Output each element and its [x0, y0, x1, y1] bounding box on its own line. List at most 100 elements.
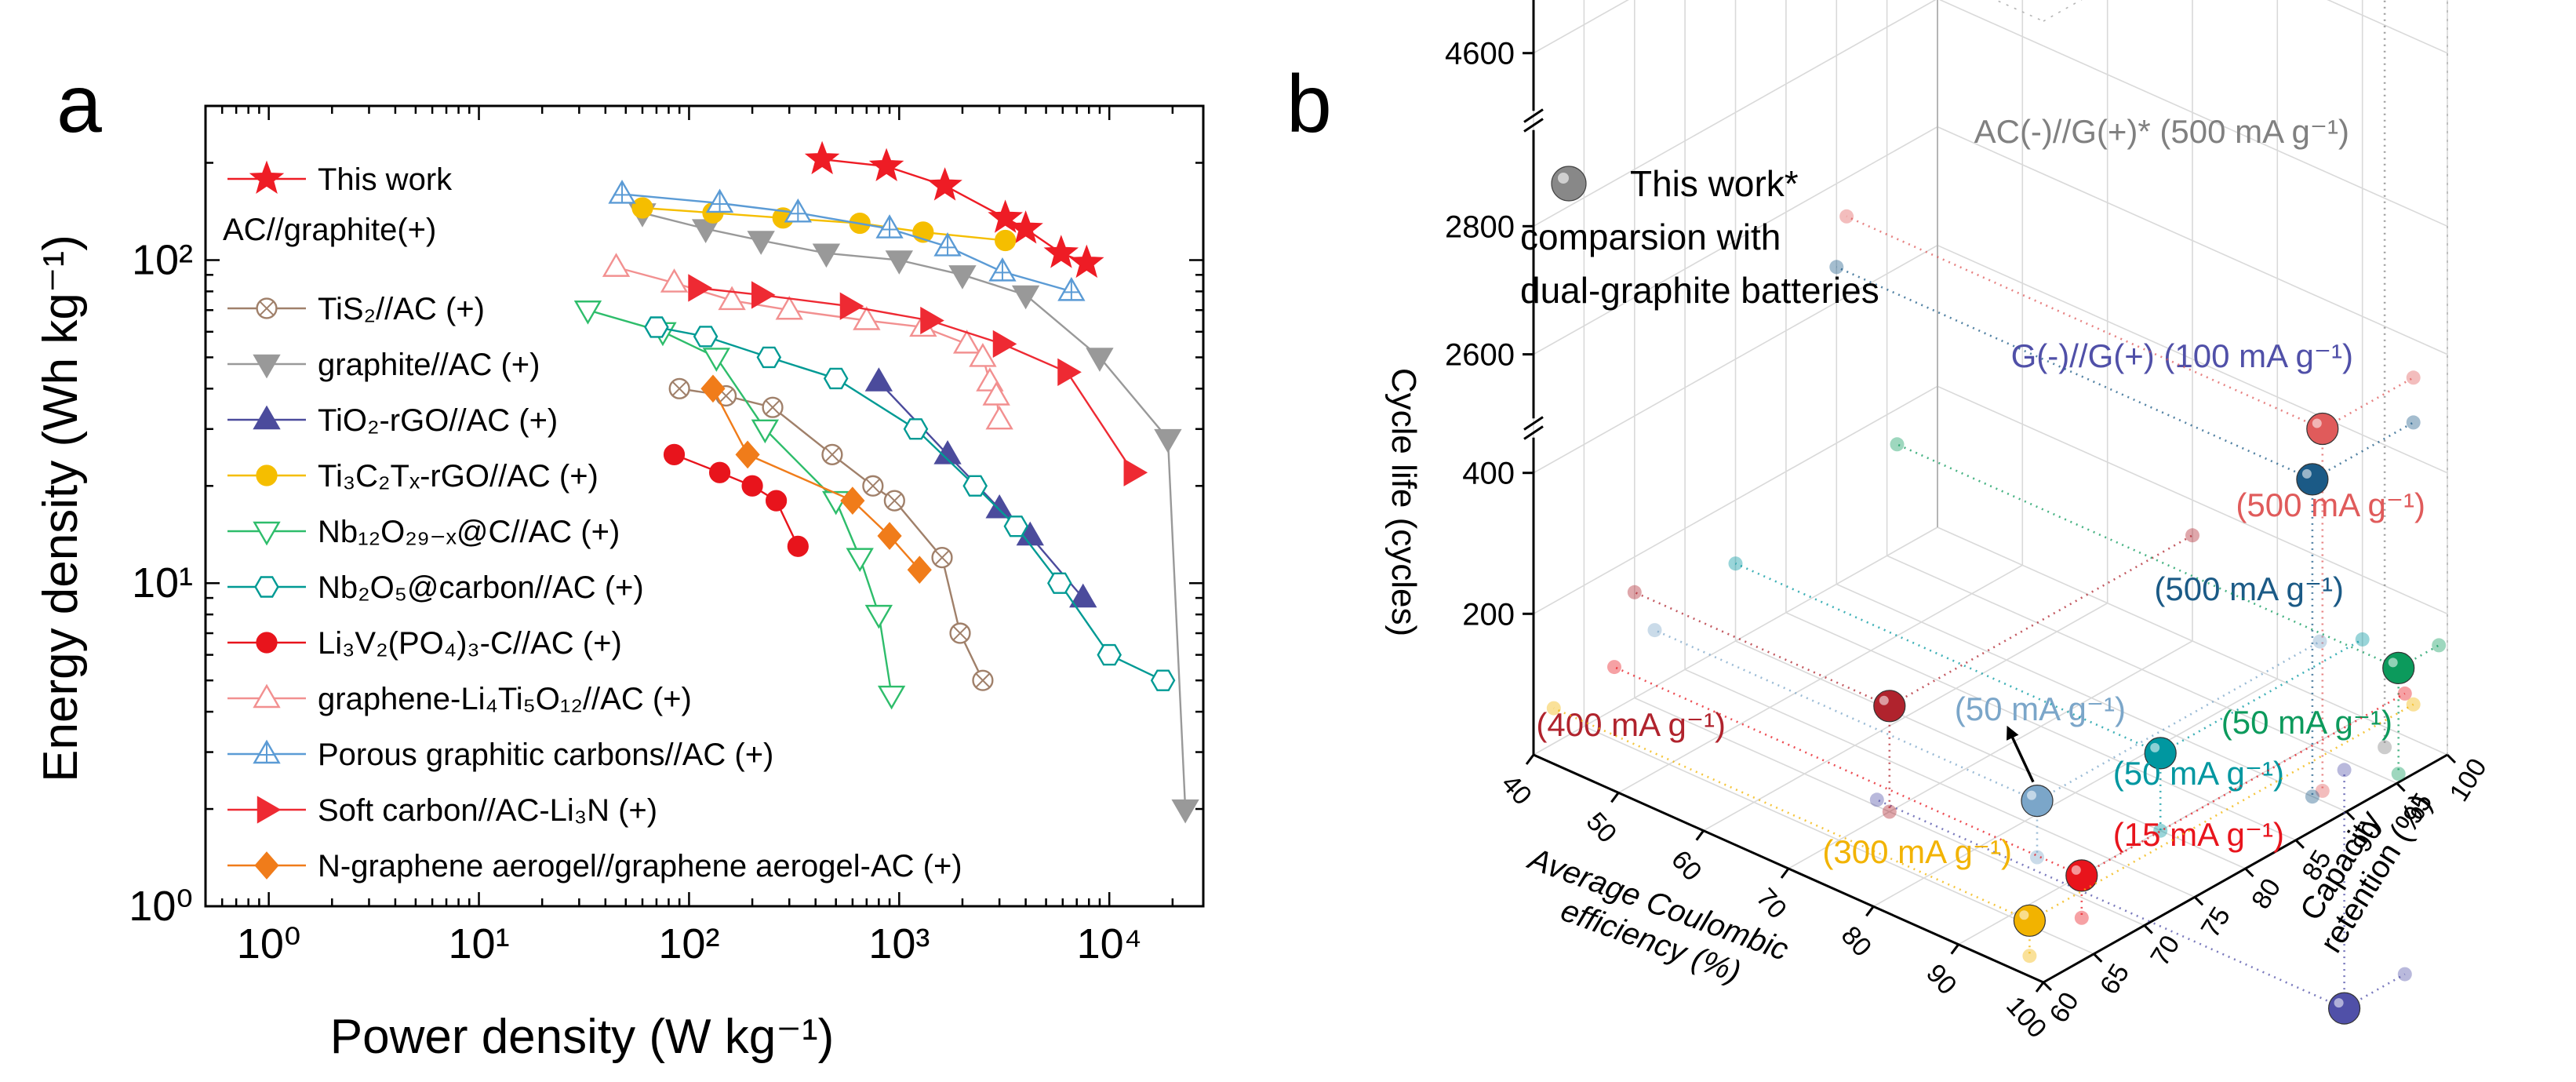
- data-point: [631, 197, 653, 219]
- data-point: [693, 326, 719, 348]
- legend-marker: [256, 632, 278, 654]
- x-tick-label: 60: [1665, 845, 1708, 887]
- projection-sidewall: [2312, 634, 2327, 649]
- legend-marker: [256, 464, 278, 486]
- series-porous-graphitic-carbons-ac: [608, 180, 1086, 301]
- y-tick-label: 100: [2444, 753, 2493, 807]
- projection-sidewall: [2185, 528, 2199, 543]
- panel-a-legend: This work AC//graphite(+) TiS₂//AC (+) grap…: [223, 160, 962, 883]
- sphere-highlight: [2071, 865, 2081, 875]
- data-point-cross: [993, 259, 1011, 281]
- projection-sidewall: [2397, 686, 2412, 701]
- legend-line-1: This work*: [1630, 163, 1799, 204]
- legend-marker: [254, 576, 279, 598]
- panel-a-label: a: [56, 59, 102, 150]
- projection-floor: [2022, 949, 2037, 964]
- data-point: [747, 231, 775, 255]
- series-li-v-po-c-ac: [663, 443, 809, 557]
- drop-line-to-sidewall: [2312, 421, 2414, 481]
- projection-backwall: [1546, 701, 1561, 716]
- backwall-grid-z: [1533, 0, 1629, 54]
- data-point: [804, 140, 840, 175]
- x-tick: [2035, 982, 2045, 993]
- data-point: [988, 199, 1023, 233]
- legend-sphere-highlight: [1558, 173, 1569, 184]
- data-point-cross: [824, 446, 840, 462]
- legend-marker-cross: [258, 741, 275, 763]
- panel-b-y-axis-label: Capacity retention (%): [2294, 788, 2438, 959]
- legend-label: Nb₂O₅@carbon//AC (+): [318, 570, 644, 605]
- point-6: (50 mA g⁻¹): [1647, 623, 2327, 865]
- data-point: [660, 268, 689, 293]
- panel-a-y-axis-label: Energy density (Wh kg⁻¹): [34, 235, 88, 782]
- panel-a-series: [573, 140, 1199, 824]
- floor-grid-y: [1836, 583, 2347, 813]
- x-tick-label: 10⁰: [237, 920, 301, 967]
- series-line: [642, 206, 1006, 242]
- data-point: [812, 243, 841, 268]
- legend-entry-graphene-li-ti-o-ac: graphene-Li₄Ti₅O₁₂//AC (+): [227, 682, 692, 716]
- data-point: [1011, 285, 1040, 310]
- data-point: [903, 418, 929, 440]
- x-tick-label: 80: [1836, 920, 1878, 963]
- sphere: [1873, 690, 1906, 723]
- data-point-cross: [975, 672, 991, 688]
- z-tick-label: 400: [1462, 457, 1515, 491]
- drop-line-to-backwall: [1654, 628, 2038, 802]
- projection-backwall: [1728, 556, 1743, 571]
- floor-grid-y: [1735, 640, 2246, 869]
- series-n-graphene-aerogel-graphene-aerogel-ac: [700, 374, 932, 585]
- y-tick-label: 10²: [132, 236, 193, 283]
- x-tick: [1695, 829, 1705, 841]
- series-soft-carbon-ac-li-n: [688, 274, 1148, 486]
- floor-grid-y: [1785, 612, 2297, 841]
- x-tick: [1865, 905, 1875, 917]
- x-tick-label: 70: [1750, 883, 1792, 925]
- annotation-arrow: [2007, 725, 2035, 783]
- legend-entry-nb-o-carbon-ac: Nb₂O₅@carbon//AC (+): [227, 570, 644, 605]
- data-point: [868, 148, 904, 181]
- z-tick-label: 4600: [1445, 37, 1515, 71]
- z-axis-break: [1523, 416, 1544, 440]
- series-line: [697, 286, 1134, 473]
- data-point-cross: [613, 181, 631, 203]
- legend-marker: [253, 354, 281, 379]
- data-point: [644, 316, 669, 338]
- data-point-cross: [886, 493, 902, 508]
- sphere-highlight: [2019, 910, 2029, 920]
- data-point: [840, 486, 865, 515]
- legend-label: Soft carbon//AC-Li₃N (+): [318, 793, 657, 828]
- legend-label: TiS₂//AC (+): [318, 292, 485, 326]
- sphere-highlight: [2388, 658, 2398, 668]
- drop-line-to-sidewall: [1889, 534, 2193, 707]
- projection-floor: [2391, 767, 2406, 781]
- projection-floor: [2030, 850, 2044, 865]
- data-point-cross: [939, 234, 957, 256]
- data-point: [1069, 244, 1104, 279]
- data-point: [846, 548, 874, 573]
- projection-backwall: [1839, 209, 1854, 224]
- x-tick: [1610, 792, 1620, 803]
- legend-heading: AC//graphite(+): [223, 213, 436, 247]
- y-tick-label: 70: [2145, 931, 2185, 971]
- data-point: [1069, 583, 1097, 608]
- legend-entry-ti-c-t-rgo-ac: Ti₃C₂Tₓ-rGO//AC (+): [227, 459, 599, 494]
- legend-entry-graphite-ac: graphite//AC (+): [227, 348, 540, 382]
- drop-line-to-backwall: [1836, 266, 2313, 481]
- drop-line-to-backwall: [1846, 215, 2323, 430]
- x-tick-label: 90: [1920, 959, 1963, 1001]
- point-8: (50 mA g⁻¹): [1890, 437, 2447, 781]
- data-point: [982, 381, 1010, 406]
- floor-grid-y: [1584, 726, 2094, 955]
- legend-label: Nb₁₂O₂₉₋ₓ@C//AC (+): [318, 515, 620, 549]
- y-tick: [2345, 811, 2356, 821]
- projection-floor: [2337, 763, 2352, 778]
- sphere-highlight: [2312, 418, 2322, 428]
- legend-label: Porous graphitic carbons//AC (+): [318, 738, 773, 772]
- panel-b-label: b: [1286, 59, 1332, 150]
- z-tick-label: 200: [1462, 597, 1515, 632]
- data-point-cross: [952, 625, 968, 641]
- panel-b: b 20040026002800460048005000405060708090…: [1286, 0, 2493, 1044]
- y-tick-label: 10⁰: [129, 883, 193, 930]
- x-tick: [1780, 868, 1790, 879]
